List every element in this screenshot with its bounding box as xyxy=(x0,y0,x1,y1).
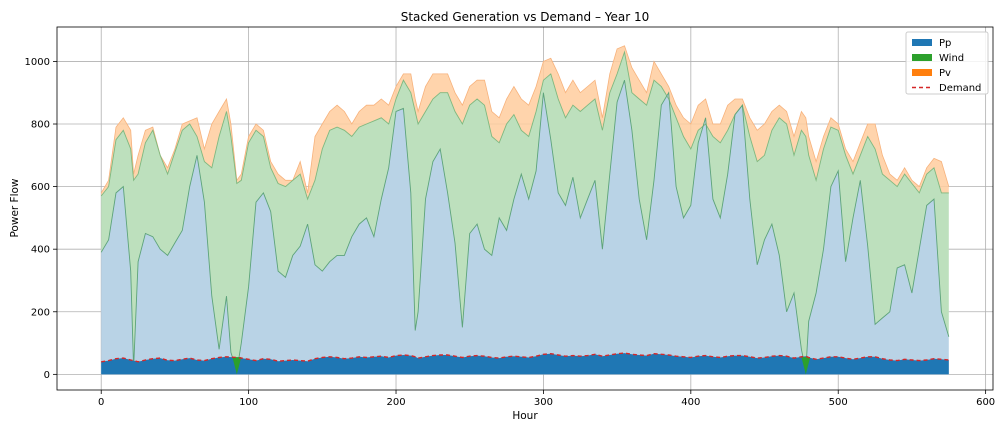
legend-label-demand: Demand xyxy=(939,83,981,94)
y-tick-label: 400 xyxy=(31,245,50,256)
chart-legend: Pp Wind Pv Demand xyxy=(905,31,989,95)
x-tick-label: 600 xyxy=(976,397,995,408)
axes-frame xyxy=(56,26,994,391)
wind-demand-notch xyxy=(801,357,811,375)
legend-label-pp: Pp xyxy=(939,38,951,49)
x-axis-label: Hour xyxy=(512,410,538,422)
legend-swatch-pp xyxy=(912,39,932,46)
legend-box xyxy=(905,31,989,95)
plot-area: 0 100 200 300 400 500 600 0 200 400 600 800 1000 xyxy=(25,26,995,408)
y-tick-label: 200 xyxy=(31,307,50,318)
legend-swatch-wind xyxy=(912,54,932,61)
x-tick-label: 500 xyxy=(829,397,848,408)
y-tick-label: 0 xyxy=(44,370,50,381)
x-tick-label: 200 xyxy=(386,397,405,408)
wind-demand-notch xyxy=(232,357,242,375)
legend-label-wind: Wind xyxy=(939,53,964,64)
pv-band xyxy=(101,45,949,200)
pp-demand-fill xyxy=(101,353,949,375)
y-tick-label: 1000 xyxy=(25,57,50,68)
legend-label-pv: Pv xyxy=(939,68,951,79)
pp-band xyxy=(101,80,949,375)
pv-edge-line xyxy=(100,45,950,194)
x-tick-label: 100 xyxy=(239,397,258,408)
x-tick-label: 400 xyxy=(681,397,700,408)
chart-title: Stacked Generation vs Demand – Year 10 xyxy=(401,10,650,24)
y-axis-label: Power Flow xyxy=(9,178,21,237)
wind-edge-line xyxy=(100,50,949,201)
legend-swatch-pv xyxy=(912,69,932,76)
x-tick-label: 300 xyxy=(534,397,553,408)
y-tick-label: 800 xyxy=(31,120,50,131)
demand-line xyxy=(101,352,949,363)
y-tick-label: 600 xyxy=(31,182,50,193)
x-tick-label: 0 xyxy=(98,397,104,408)
